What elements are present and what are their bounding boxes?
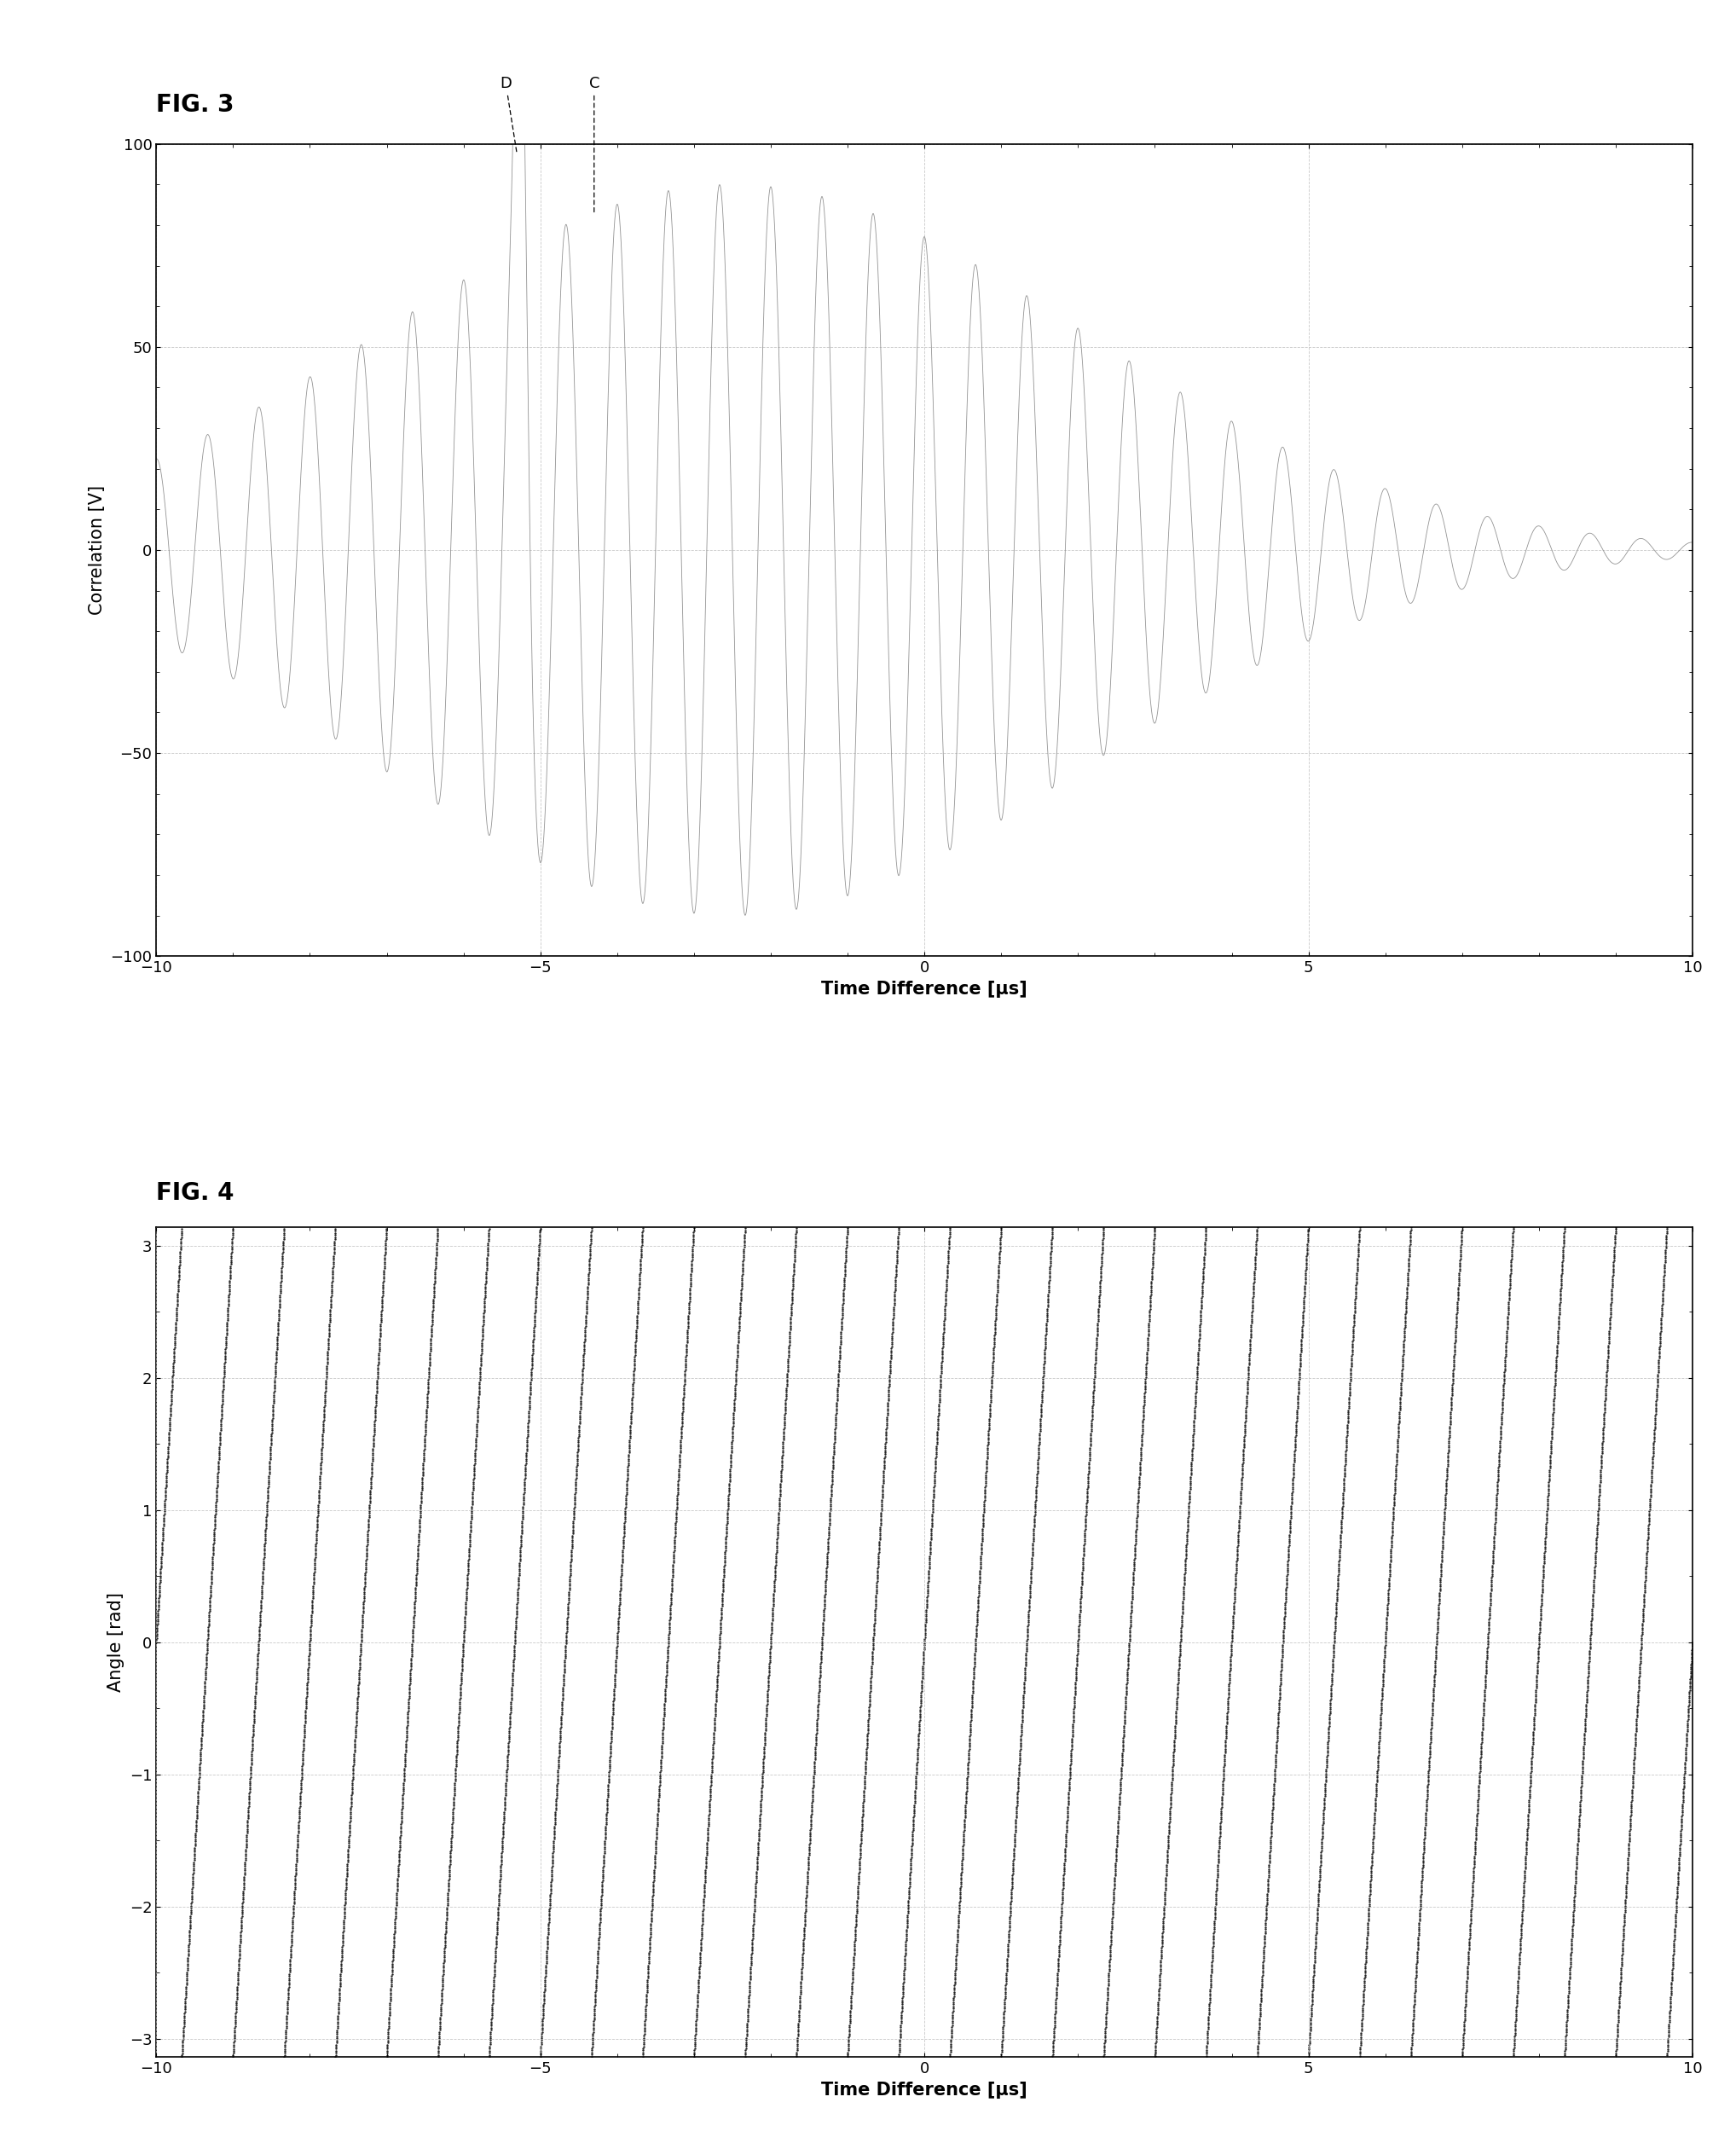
X-axis label: Time Difference [μs]: Time Difference [μs] (821, 2081, 1028, 2098)
Text: D: D (500, 75, 517, 154)
Y-axis label: Angle [rad]: Angle [rad] (108, 1592, 125, 1693)
Text: FIG. 4: FIG. 4 (156, 1181, 234, 1204)
Y-axis label: Correlation [V]: Correlation [V] (89, 484, 106, 615)
Text: FIG. 3: FIG. 3 (156, 92, 234, 116)
Text: C: C (589, 75, 599, 214)
X-axis label: Time Difference [μs]: Time Difference [μs] (821, 979, 1028, 996)
